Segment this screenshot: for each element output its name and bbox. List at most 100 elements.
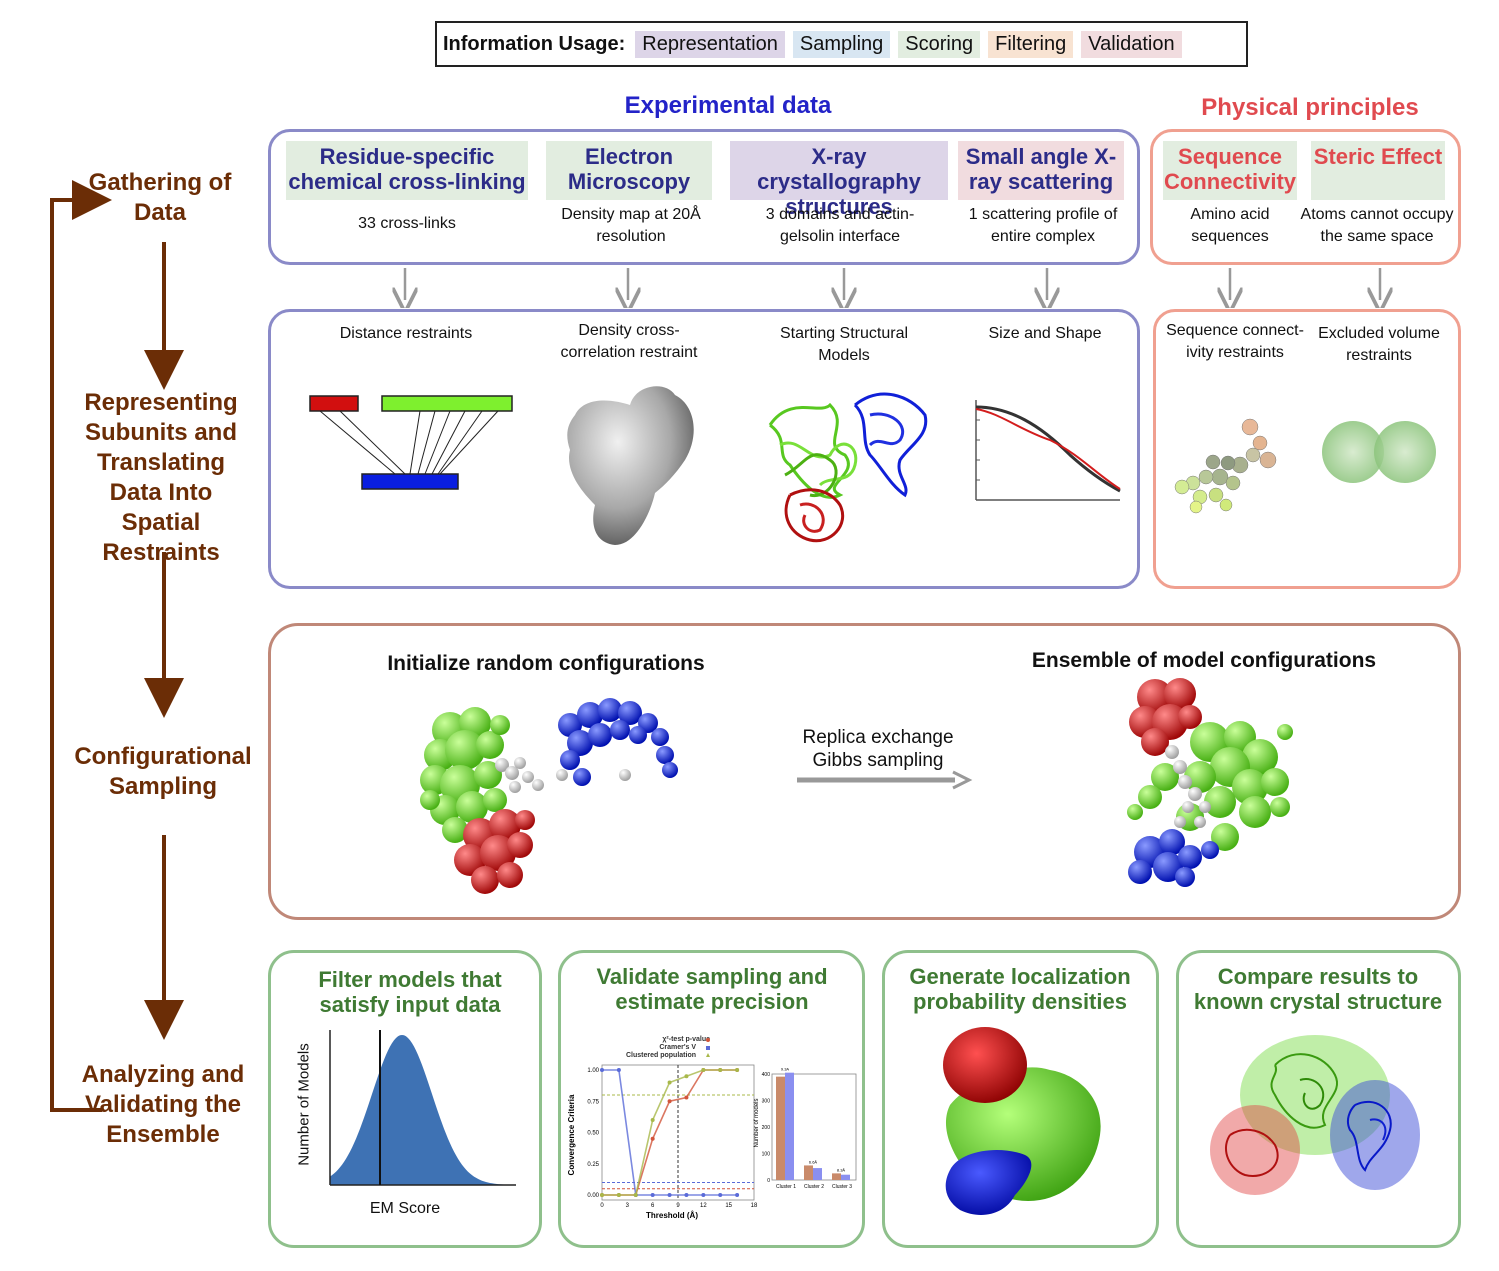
experimental-data-box	[268, 129, 1140, 265]
legend-sampling: Sampling	[792, 30, 891, 58]
cluster-bar	[804, 1165, 813, 1180]
convergence-xtick: 12	[700, 1203, 707, 1209]
convergence-xtick: 0	[600, 1203, 604, 1209]
desc-crosslinks: 33 cross-links	[358, 215, 456, 232]
stage-gathering: Gathering of Data	[88, 169, 232, 226]
convergence-point	[684, 1074, 689, 1079]
header-em: Electron Microscopy	[546, 141, 712, 200]
convergence-series-line	[602, 1069, 738, 1196]
stage-analyzing: Analyzing and Validating the Ensemble	[81, 1061, 245, 1148]
convergence-series-line	[602, 1069, 738, 1196]
cluster-bar	[841, 1174, 850, 1180]
random-configuration-model	[420, 698, 678, 894]
physical-principles-title: Physical principles	[1201, 94, 1419, 121]
convergence-point	[718, 1068, 723, 1072]
localization-density-title: Generate localization probability densit…	[909, 964, 1131, 1014]
convergence-xlabel: Threshold (Å)	[646, 1211, 698, 1220]
convergence-ytick: 0.25	[587, 1162, 599, 1168]
cluster-bar	[776, 1076, 785, 1180]
desc-em: Density map at 20Å resolution	[561, 206, 701, 245]
cluster-annotation: 8.3Å	[837, 1167, 846, 1172]
initialize-random-title: Initialize random configurations	[387, 652, 705, 675]
sampling-arrow	[797, 770, 973, 790]
bar-ytick: 300	[762, 1099, 771, 1105]
bar-ytick: 400	[762, 1072, 771, 1078]
convergence-point	[616, 1068, 621, 1072]
cluster-bar	[813, 1168, 822, 1180]
filter-models-title: Filter models that satisfy input data	[318, 967, 502, 1017]
legend-clustered-pop: Clustered population	[626, 1052, 696, 1059]
header-saxs: Small angle X-ray scattering	[958, 141, 1124, 200]
structural-models-ribbon	[768, 392, 928, 543]
compare-crystal-title: Compare results to known crystal structu…	[1193, 964, 1443, 1014]
localization-density-box	[882, 950, 1159, 1248]
legend-representation: Representation	[635, 30, 785, 58]
convergence-ytick: 0.75	[587, 1099, 599, 1105]
validate-sampling-title: Validate sampling and estimate precision	[596, 964, 828, 1014]
restraint-density: Density cross-correlation restraint	[560, 322, 698, 361]
cluster-bar	[785, 1072, 794, 1180]
header-sequence: Sequence Connectivity	[1163, 141, 1297, 200]
stage-sampling: Configurational Sampling	[74, 743, 252, 800]
restraint-structural-models: Starting Structural Models	[779, 325, 909, 364]
em-score-histogram	[329, 1030, 516, 1186]
header-steric: Steric Effect	[1311, 141, 1445, 200]
convergence-ytick: 0.50	[587, 1131, 599, 1137]
cluster-label: Cluster 3	[832, 1184, 852, 1190]
saxs-profile-plot	[975, 400, 1121, 501]
ensemble-configuration-model	[1127, 678, 1293, 887]
excluded-volume-spheres	[1322, 421, 1436, 483]
convergence-point	[667, 1099, 672, 1104]
restraint-distance: Distance restraints	[339, 325, 473, 342]
convergence-chart: 0.00 0.25 0.50 0.75 1.00 0 3 6 9 12 15 18 χ²-test p…	[567, 1036, 758, 1220]
replica-exchange-label: Replica exchange Gibbs sampling	[802, 727, 954, 771]
bar-ytick: 100	[762, 1152, 771, 1158]
physical-principles-box	[1150, 129, 1461, 265]
legend-validation: Validation	[1081, 30, 1182, 58]
restraints-physical-box	[1153, 309, 1461, 589]
cluster-label: Cluster 2	[804, 1184, 824, 1190]
convergence-point	[684, 1095, 689, 1100]
restraint-excluded-volume: Excluded volume restraints	[1318, 325, 1440, 364]
convergence-point	[600, 1068, 604, 1072]
legend-filtering: Filtering	[988, 30, 1074, 58]
convergence-point	[650, 1118, 655, 1122]
convergence-point	[650, 1193, 655, 1197]
information-usage-legend: Information Usage: Representation Sampli…	[435, 21, 1248, 67]
localization-density-map	[943, 1027, 1101, 1215]
convergence-ytick: 0.00	[587, 1193, 599, 1199]
workflow-arrows	[50, 180, 184, 1112]
em-density-map	[567, 386, 694, 545]
convergence-ylabel: Convergence Criteria	[567, 1094, 576, 1175]
convergence-point	[735, 1068, 740, 1072]
header-crosslinking: Residue-specific chemical cross-linking	[286, 141, 528, 200]
convergence-point	[667, 1193, 672, 1197]
convergence-xtick: 6	[651, 1203, 655, 1209]
cluster-bar-chart: 0 100 200 300 400 9.3Å Cluster 1 6.6Å Cluster 2 8…	[754, 1068, 857, 1190]
legend-label: Information Usage:	[443, 32, 626, 55]
convergence-ytick: 1.00	[587, 1068, 599, 1074]
stage-representing: Representing Subunits and Translating Da…	[84, 389, 238, 566]
convergence-point	[667, 1080, 672, 1085]
convergence-point	[735, 1193, 740, 1197]
convergence-xtick: 3	[626, 1203, 630, 1209]
cluster-bar	[832, 1173, 841, 1180]
crosslink-diagram	[309, 395, 513, 490]
grey-arrows	[380, 268, 1420, 308]
convergence-xtick: 18	[751, 1203, 758, 1209]
sampling-box	[268, 623, 1461, 920]
cluster-annotation: 6.6Å	[809, 1159, 818, 1164]
restraint-sequence: Sequence connect-ivity restraints	[1166, 322, 1304, 361]
legend-chi-square: χ²-test p-value	[662, 1036, 710, 1043]
ensemble-title: Ensemble of model configurations	[1031, 649, 1377, 672]
desc-sequence: Amino acid sequences	[1190, 206, 1270, 245]
convergence-point	[684, 1193, 689, 1197]
convergence-point	[616, 1193, 621, 1197]
desc-steric: Atoms cannot occupy the same space	[1300, 206, 1454, 245]
sequence-beads	[1174, 418, 1277, 514]
histogram-xlabel: EM Score	[369, 1200, 441, 1217]
convergence-xtick: 9	[676, 1203, 680, 1209]
histogram-ylabel: Number of Models	[295, 1043, 313, 1166]
convergence-point	[718, 1193, 723, 1197]
cluster-label: Cluster 1	[776, 1184, 796, 1190]
